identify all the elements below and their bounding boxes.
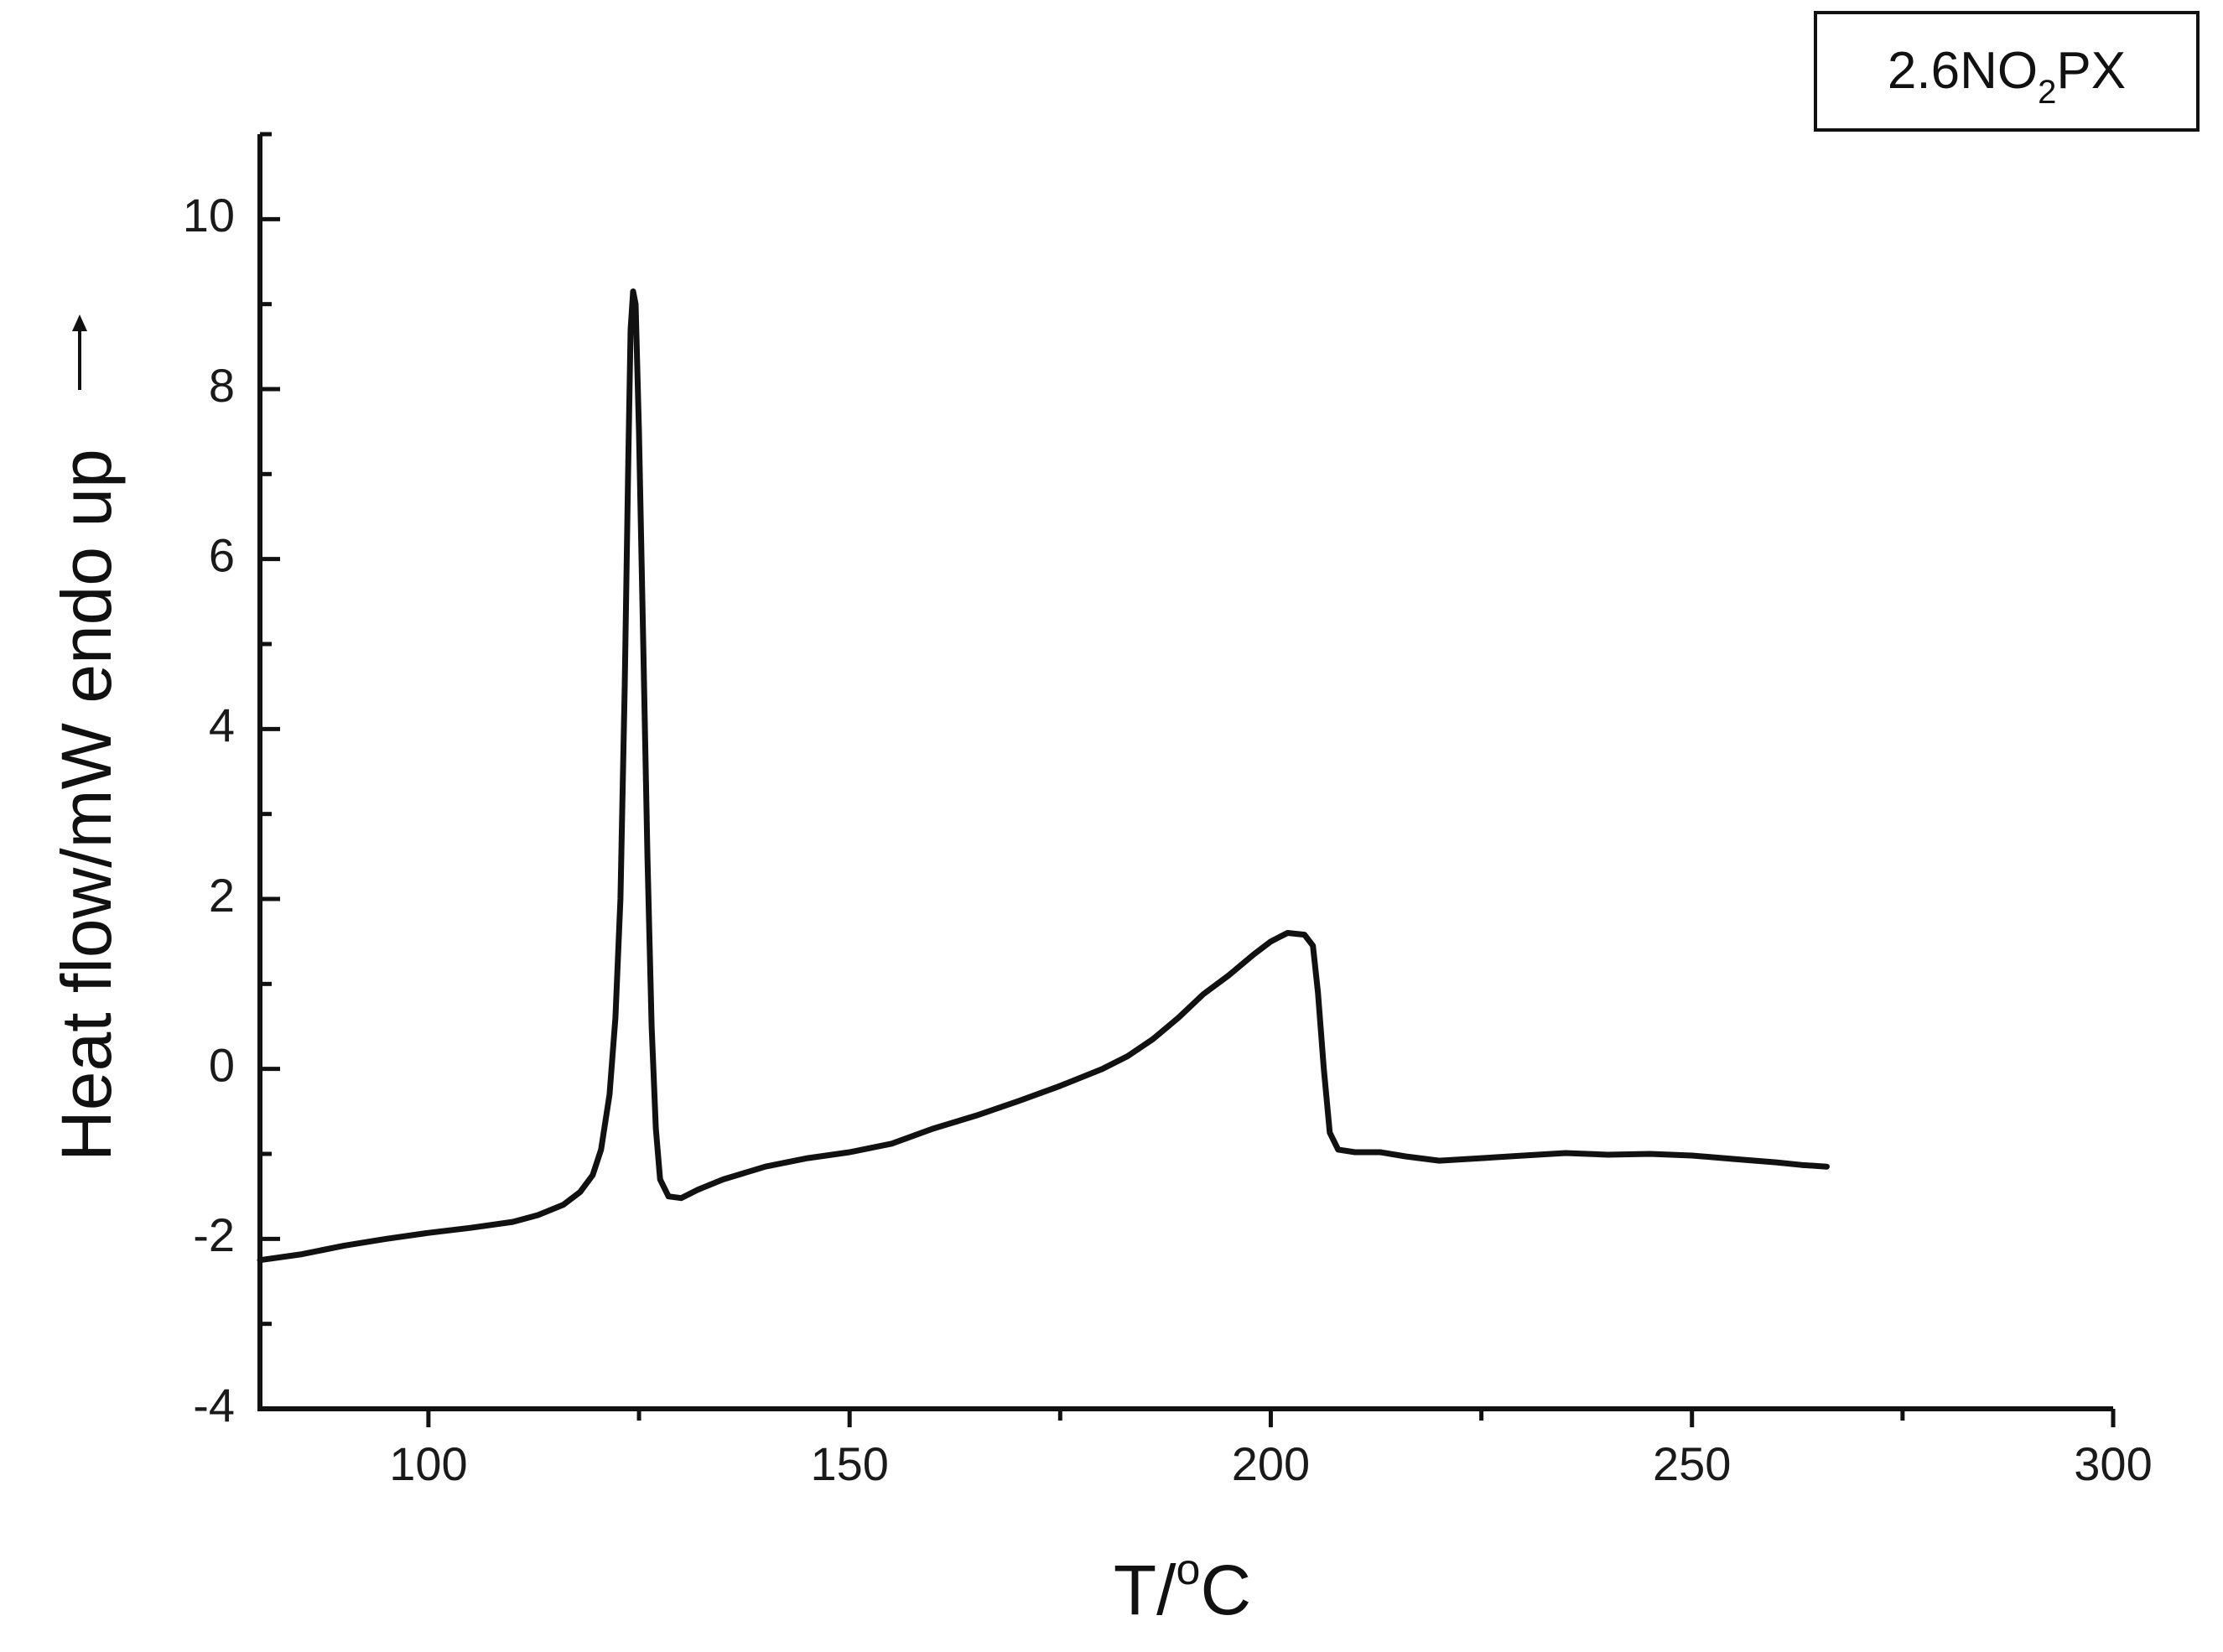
y-tick-label: -2 (193, 1208, 235, 1261)
x-tick-label: 250 (1653, 1437, 1731, 1490)
legend: 2.6NO2PX (1814, 11, 2200, 132)
y-tick-label: 6 (209, 528, 235, 581)
legend-label: 2.6NO2PX (1888, 42, 2126, 111)
x-tick-label: 150 (810, 1437, 888, 1490)
x-tick-label: 300 (2074, 1437, 2152, 1490)
legend-box (1814, 11, 2200, 132)
heat-flow-curve (257, 288, 1830, 1264)
y-tick-label: -4 (193, 1379, 235, 1431)
y-tick-label: 8 (209, 359, 235, 412)
y-tick-label: 0 (209, 1038, 235, 1091)
y-tick-label: 10 (183, 189, 235, 242)
y-axis-title: Heat flow/mW endo up (47, 449, 126, 1161)
x-tick-label: 100 (389, 1437, 467, 1490)
y-tick-label: 4 (209, 699, 235, 751)
y-axis-ticks: -4 -2 0 2 4 6 8 10 (183, 132, 280, 1431)
y-tick-label: 2 (209, 869, 235, 922)
y-axis-arrow (72, 314, 87, 390)
y-axis-title-group: Heat flow/mW endo up (47, 449, 126, 1161)
x-axis-title: T/oC (1114, 1546, 1251, 1629)
x-axis-ticks: 100 150 200 250 300 (389, 1409, 2153, 1490)
x-tick-label: 200 (1232, 1437, 1310, 1490)
